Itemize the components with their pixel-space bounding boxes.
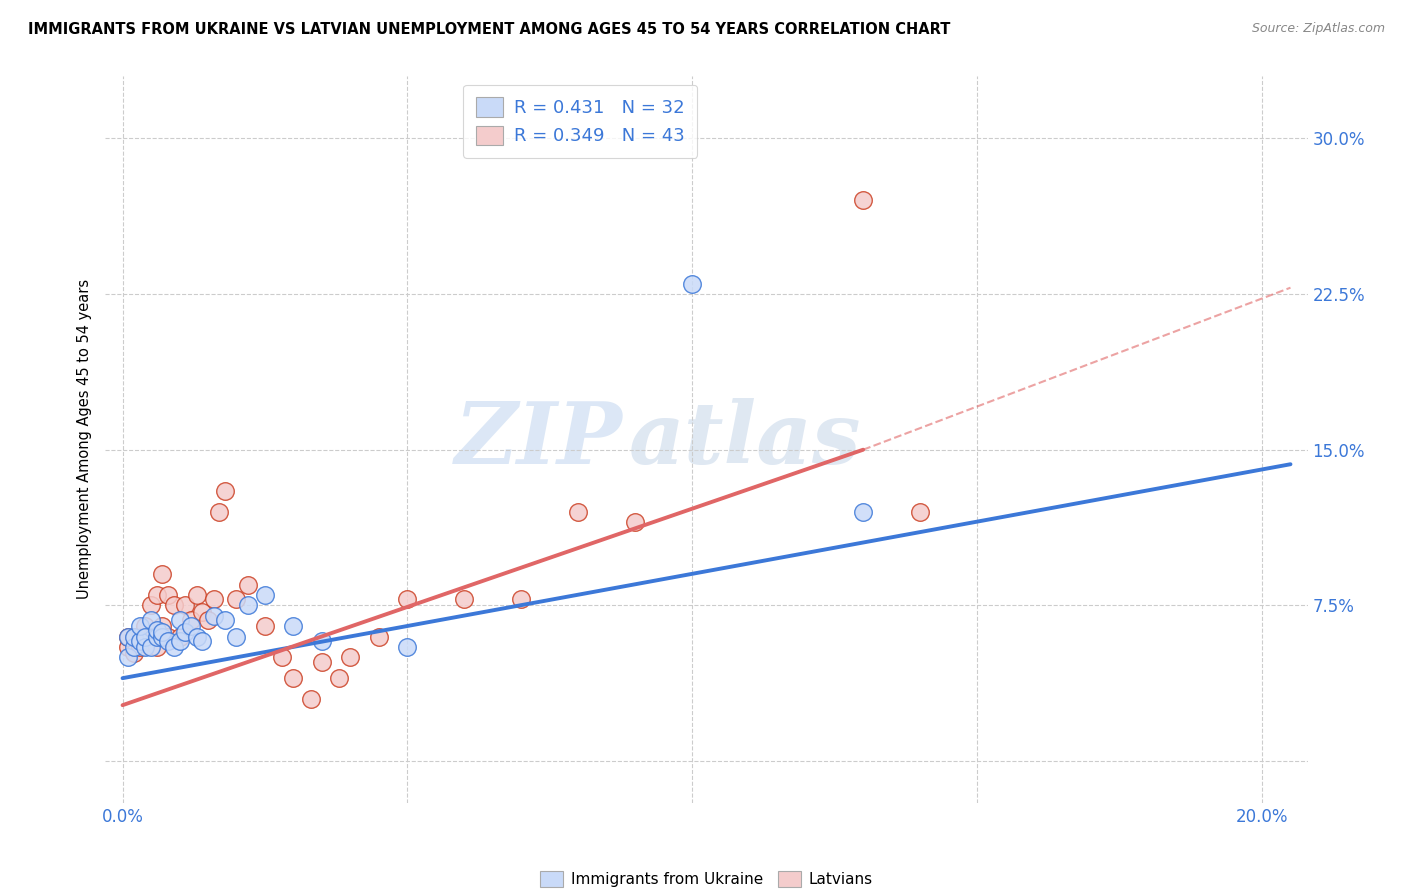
- Point: [283, 671, 305, 685]
- Point: [163, 640, 186, 654]
- Point: [852, 194, 875, 208]
- Point: [145, 624, 167, 638]
- Point: [134, 619, 156, 633]
- Point: [122, 630, 145, 644]
- Point: [157, 633, 180, 648]
- Point: [157, 588, 180, 602]
- Point: [145, 640, 167, 654]
- Text: atlas: atlas: [628, 398, 860, 481]
- Point: [214, 484, 236, 499]
- Point: [208, 505, 231, 519]
- Point: [567, 505, 589, 519]
- Point: [122, 640, 145, 654]
- Point: [396, 592, 419, 607]
- Point: [311, 633, 333, 648]
- Point: [180, 613, 202, 627]
- Point: [186, 630, 208, 644]
- Point: [180, 619, 202, 633]
- Point: [225, 592, 247, 607]
- Y-axis label: Unemployment Among Ages 45 to 54 years: Unemployment Among Ages 45 to 54 years: [77, 279, 93, 599]
- Point: [169, 630, 191, 644]
- Point: [134, 640, 156, 654]
- Point: [145, 588, 167, 602]
- Point: [128, 640, 150, 654]
- Point: [134, 630, 156, 644]
- Point: [152, 630, 174, 644]
- Point: [396, 640, 419, 654]
- Point: [510, 592, 533, 607]
- Point: [139, 640, 162, 654]
- Point: [299, 692, 322, 706]
- Point: [128, 630, 150, 644]
- Point: [283, 619, 305, 633]
- Point: [139, 613, 162, 627]
- Point: [908, 505, 931, 519]
- Point: [271, 650, 294, 665]
- Point: [197, 613, 219, 627]
- Point: [117, 650, 139, 665]
- Point: [157, 630, 180, 644]
- Point: [202, 592, 225, 607]
- Point: [152, 567, 174, 582]
- Point: [169, 613, 191, 627]
- Point: [236, 578, 259, 592]
- Point: [202, 608, 225, 623]
- Point: [169, 633, 191, 648]
- Point: [122, 646, 145, 660]
- Point: [122, 630, 145, 644]
- Legend: Immigrants from Ukraine, Latvians: Immigrants from Ukraine, Latvians: [534, 865, 879, 892]
- Point: [214, 613, 236, 627]
- Point: [253, 619, 276, 633]
- Point: [134, 633, 156, 648]
- Point: [453, 592, 475, 607]
- Point: [145, 630, 167, 644]
- Point: [117, 640, 139, 654]
- Text: IMMIGRANTS FROM UKRAINE VS LATVIAN UNEMPLOYMENT AMONG AGES 45 TO 54 YEARS CORREL: IMMIGRANTS FROM UKRAINE VS LATVIAN UNEMP…: [28, 22, 950, 37]
- Point: [253, 588, 276, 602]
- Text: ZIP: ZIP: [454, 398, 623, 481]
- Point: [128, 619, 150, 633]
- Point: [117, 630, 139, 644]
- Point: [139, 599, 162, 613]
- Point: [186, 588, 208, 602]
- Point: [128, 633, 150, 648]
- Point: [328, 671, 350, 685]
- Point: [174, 625, 197, 640]
- Point: [681, 277, 703, 291]
- Point: [236, 599, 259, 613]
- Point: [368, 630, 391, 644]
- Point: [852, 505, 875, 519]
- Point: [624, 516, 647, 530]
- Point: [139, 630, 162, 644]
- Point: [311, 655, 333, 669]
- Point: [152, 619, 174, 633]
- Point: [174, 599, 197, 613]
- Point: [163, 599, 186, 613]
- Point: [225, 630, 247, 644]
- Text: Source: ZipAtlas.com: Source: ZipAtlas.com: [1251, 22, 1385, 36]
- Point: [339, 650, 361, 665]
- Point: [191, 605, 214, 619]
- Point: [191, 633, 214, 648]
- Point: [152, 625, 174, 640]
- Point: [117, 630, 139, 644]
